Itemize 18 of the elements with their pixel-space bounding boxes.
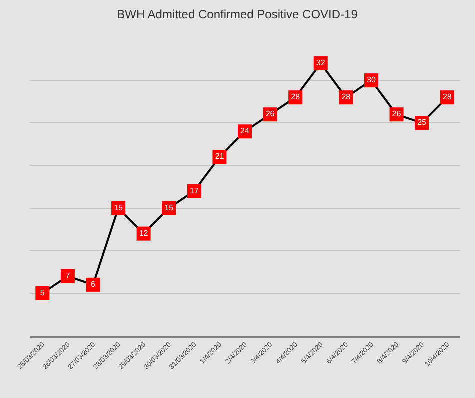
data-label: 17 xyxy=(190,186,200,196)
data-label: 26 xyxy=(392,110,402,119)
data-label: 12 xyxy=(139,228,149,238)
data-label: 5 xyxy=(40,288,46,298)
data-label: 24 xyxy=(240,126,250,136)
data-label: 28 xyxy=(442,92,452,102)
data-label: 7 xyxy=(66,271,71,280)
data-label: 21 xyxy=(215,152,225,162)
data-label: 15 xyxy=(114,203,124,212)
data-label: 25 xyxy=(418,118,428,128)
data-label: 32 xyxy=(316,58,326,68)
data-label: 6 xyxy=(91,280,96,289)
data-label: 30 xyxy=(367,76,376,85)
data-label: 28 xyxy=(291,92,301,102)
data-label: 26 xyxy=(266,110,276,119)
data-label: 15 xyxy=(164,203,174,212)
chart-title: BWH Admitted Confirmed Positive COVID-19 xyxy=(117,7,358,22)
data-label: 28 xyxy=(342,92,352,102)
